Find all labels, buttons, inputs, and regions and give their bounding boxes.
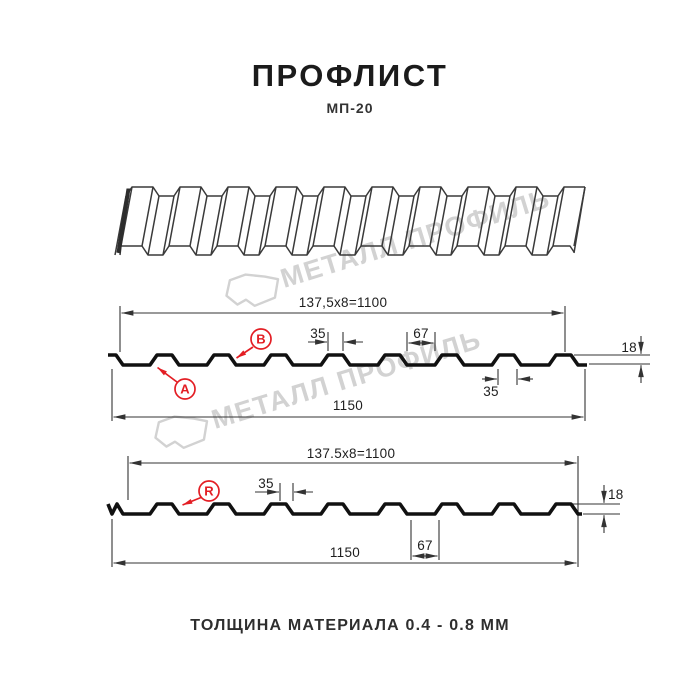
sheet-right-cut-edge — [573, 186, 586, 254]
svg-text:A: A — [180, 382, 190, 397]
watermark-text: МЕТАЛЛ ПРОФИЛЬ — [208, 324, 485, 435]
profile-outline — [106, 502, 582, 516]
profile-outline — [108, 353, 587, 367]
sheet-front-edge — [119, 245, 575, 256]
dim-valley-text: 67 — [413, 326, 429, 341]
dim-rib-top-text: 35 — [310, 326, 326, 341]
dim-total-width-text: 1150 — [330, 545, 360, 560]
dim-rib-top-text: 35 — [258, 476, 274, 491]
sheet-3d-drawing — [114, 186, 586, 256]
svg-text:B: B — [256, 332, 265, 347]
dim-height-text: 18 — [608, 487, 624, 502]
cross-section-top: 137,5x8=1100 1150 35 67 18 35 B A — [108, 295, 650, 421]
dim-valley-text: 67 — [417, 538, 433, 553]
dim-height-text: 18 — [621, 340, 637, 355]
metal-profil-logo-icon — [154, 415, 209, 450]
sheet-left-dark-edge — [116, 188, 131, 254]
watermark-text: МЕТАЛЛ ПРОФИЛЬ — [277, 183, 554, 294]
material-thickness-note: ТОЛЩИНА МАТЕРИАЛА 0.4 - 0.8 ММ — [190, 617, 510, 634]
label-a: A — [156, 366, 196, 400]
dim-rib-base-text: 35 — [483, 384, 499, 399]
svg-text:R: R — [204, 484, 214, 499]
cross-section-bottom: 137.5x8=1100 1150 35 67 18 R — [106, 446, 624, 567]
label-b: B — [236, 328, 272, 359]
extension-lines — [111, 456, 620, 567]
page-title: ПРОФЛИСТ — [251, 58, 449, 93]
dim-total-width-text: 1150 — [333, 398, 363, 413]
sheet-rib-lines — [114, 186, 586, 256]
label-r: R — [182, 480, 220, 506]
metal-profil-logo-icon — [225, 273, 280, 308]
dim-working-width-text: 137.5x8=1100 — [307, 446, 396, 461]
page-subtitle: МП-20 — [326, 100, 374, 116]
extension-lines — [111, 306, 650, 421]
dim-working-width-text: 137,5x8=1100 — [299, 295, 388, 310]
